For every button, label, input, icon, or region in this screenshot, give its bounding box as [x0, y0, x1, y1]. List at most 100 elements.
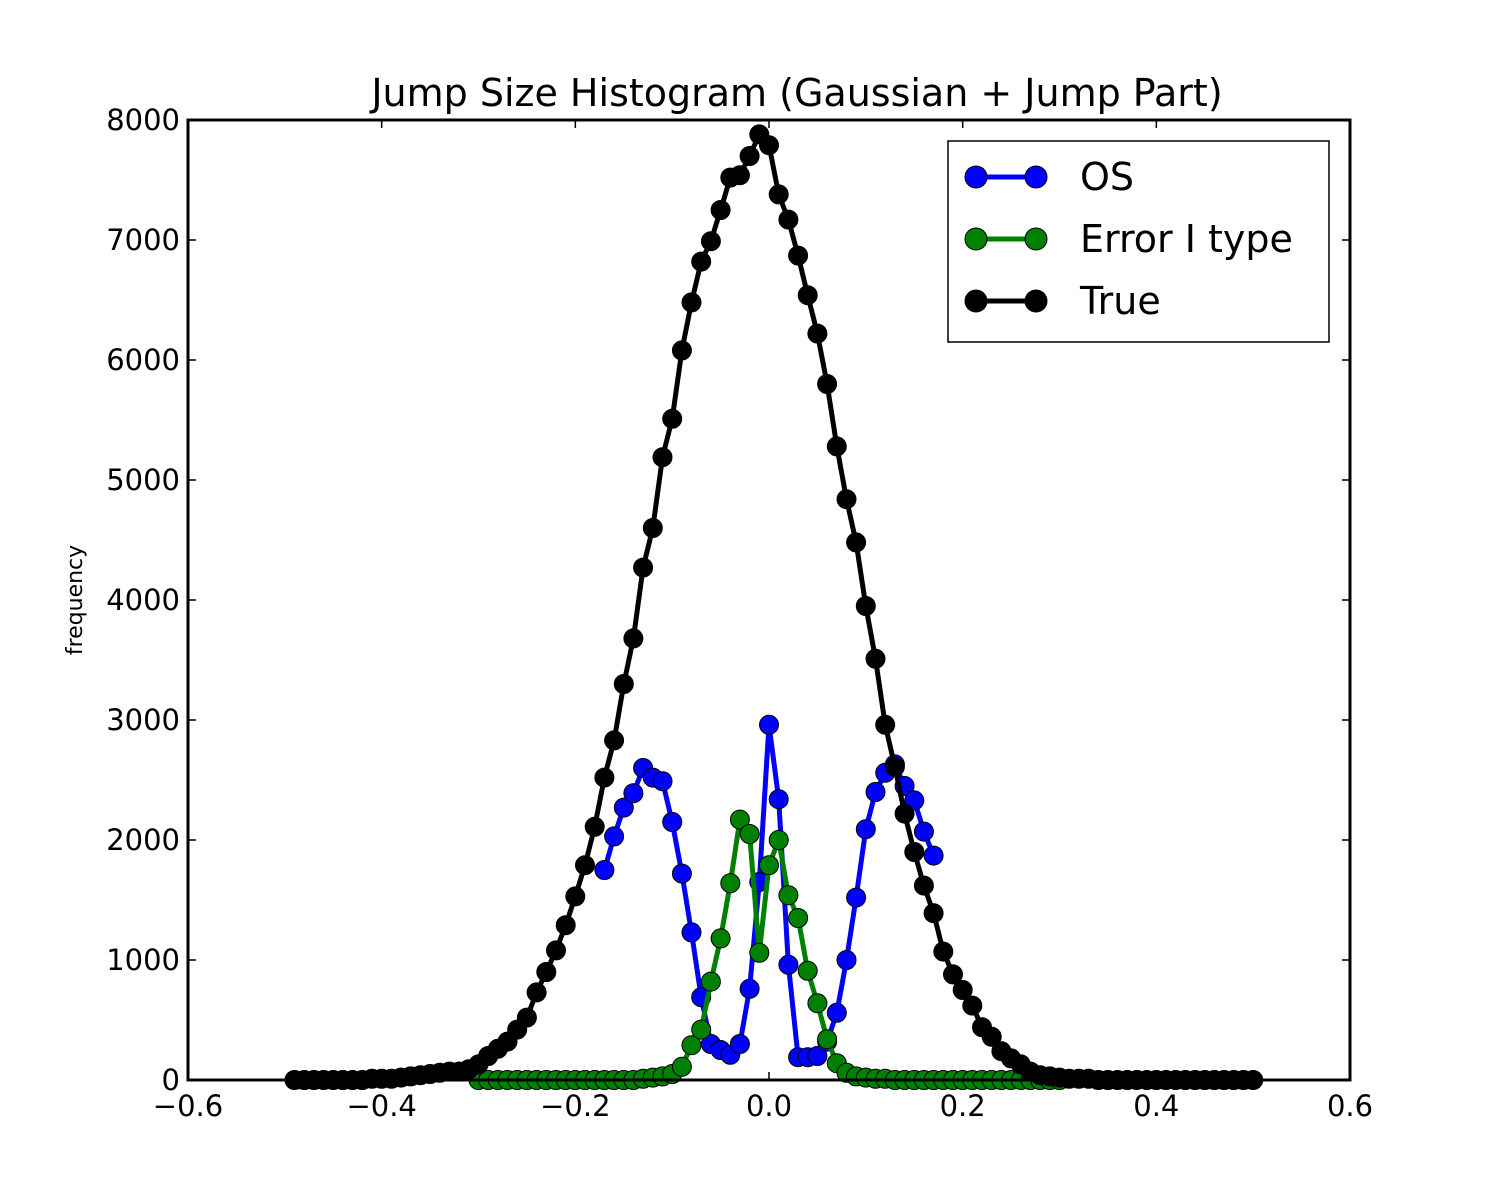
data-point — [913, 875, 934, 896]
data-point — [788, 908, 809, 928]
data-point — [807, 993, 828, 1014]
legend-label: OS — [1080, 155, 1134, 199]
legend-label: True — [1079, 279, 1161, 323]
data-point — [700, 231, 721, 252]
data-point — [604, 826, 625, 847]
x-tick-label: −0.2 — [540, 1089, 610, 1123]
legend: OS Error I type True — [947, 140, 1330, 343]
plot-area: −0.6 −0.4 −0.2 0.0 0.2 0.4 0.6 0 1000 2000 3000 400… — [106, 103, 1373, 1123]
data-point — [768, 830, 789, 850]
data-point — [739, 146, 760, 166]
x-tick-label: 0.4 — [1133, 1089, 1179, 1123]
data-point — [855, 596, 876, 616]
legend-item: OS — [964, 155, 1134, 199]
data-point — [584, 816, 605, 837]
y-tick-label: 5000 — [106, 463, 180, 497]
data-point — [681, 1035, 702, 1056]
series-os — [594, 714, 944, 1068]
series-error-i-type — [468, 809, 1070, 1090]
data-point — [981, 1026, 1002, 1047]
data-point — [575, 855, 595, 876]
data-point — [826, 1002, 847, 1023]
data-point — [923, 903, 944, 924]
data-point — [662, 812, 683, 832]
data-point — [817, 374, 838, 394]
axes-frame — [186, 118, 1352, 1082]
data-point — [759, 855, 779, 876]
y-tick-label: 7000 — [106, 223, 180, 257]
data-point — [952, 980, 973, 1000]
data-point — [681, 922, 702, 943]
data-point — [526, 982, 547, 1003]
data-point — [604, 730, 625, 751]
legend-marker — [1024, 165, 1048, 189]
data-point — [671, 863, 692, 884]
data-point — [962, 995, 983, 1016]
data-point — [720, 873, 741, 894]
data-point — [594, 767, 615, 788]
data-point — [739, 978, 760, 999]
data-point — [516, 1007, 537, 1028]
data-point — [691, 1019, 712, 1040]
x-tick-label: 0.6 — [1327, 1089, 1373, 1123]
y-tick-label: 0 — [162, 1063, 180, 1097]
x-tick-label: 0.2 — [940, 1089, 986, 1123]
data-point — [729, 809, 750, 830]
y-tick-label: 2000 — [106, 823, 180, 857]
data-point — [555, 915, 576, 936]
data-point — [594, 860, 615, 880]
data-point — [913, 821, 934, 842]
data-point — [865, 648, 886, 669]
data-point — [768, 789, 789, 810]
data-point — [923, 845, 944, 866]
data-point — [662, 408, 683, 429]
data-point — [788, 245, 809, 266]
data-point — [807, 1046, 828, 1066]
legend-marker — [964, 165, 988, 189]
data-point — [613, 674, 634, 694]
data-point — [875, 714, 896, 735]
data-point — [729, 1034, 750, 1054]
legend-marker — [964, 289, 988, 313]
data-point — [700, 971, 721, 992]
legend-marker — [964, 227, 988, 251]
data-point — [681, 292, 702, 313]
y-tick-label: 8000 — [106, 103, 180, 137]
data-point — [933, 941, 954, 962]
data-point — [768, 184, 789, 205]
data-point — [855, 819, 876, 840]
data-point — [739, 824, 760, 844]
data-point — [836, 950, 857, 970]
y-tick-label: 3000 — [106, 703, 180, 737]
data-point — [710, 928, 731, 949]
legend-item: True — [964, 279, 1161, 323]
data-point — [691, 251, 712, 272]
data-point — [943, 964, 963, 985]
data-point — [797, 285, 818, 306]
data-point — [865, 782, 886, 802]
data-point — [633, 557, 654, 578]
data-point — [652, 447, 673, 468]
data-point — [797, 960, 818, 981]
y-tick-label: 6000 — [106, 343, 180, 377]
data-point — [613, 797, 634, 818]
legend-marker — [1024, 289, 1048, 313]
data-point — [836, 489, 857, 510]
data-point — [710, 200, 731, 220]
y-axis-label: frequency — [63, 545, 88, 655]
y-tick-label: 1000 — [106, 943, 180, 977]
data-point — [623, 628, 644, 649]
legend-marker — [1024, 227, 1048, 251]
data-point — [778, 209, 799, 230]
chart-title: Jump Size Histogram (Gaussian + Jump Par… — [369, 71, 1222, 115]
data-point — [846, 887, 867, 908]
data-point — [759, 714, 779, 735]
data-point — [536, 962, 557, 982]
data-point — [778, 885, 799, 906]
data-point — [546, 940, 566, 961]
y-tick-label: 4000 — [106, 583, 180, 617]
data-point — [826, 436, 847, 457]
data-point — [759, 135, 779, 156]
data-point — [846, 532, 867, 553]
